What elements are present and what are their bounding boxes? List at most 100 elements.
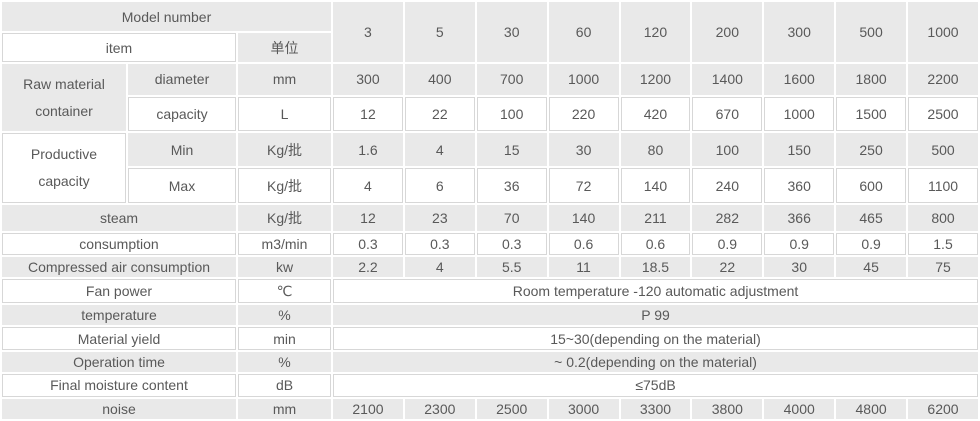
value-cell: 2300 [404,398,475,419]
value-cell: 140 [548,205,619,231]
value-cell: 18.5 [620,257,691,278]
value-cell: 4 [404,133,475,166]
value-cell: 0.3 [404,232,475,256]
unit-cell: kw [238,257,332,278]
value-cell: 70 [476,205,547,231]
value-cell: 0.9 [836,232,907,256]
value-cell: 6200 [908,398,978,419]
unit-cell: L [238,96,332,132]
model-col-header: 500 [836,2,907,62]
value-cell: 2200 [908,64,978,95]
value-cell: 670 [692,96,763,132]
value-cell: 3800 [692,398,763,419]
unit-header: 单位 [238,33,332,62]
value-cell: 800 [908,205,978,231]
value-cell: 12 [333,205,403,231]
value-cell: 4 [404,257,475,278]
model-number-header: Model number [2,2,332,31]
value-cell: 1.5 [908,232,978,256]
value-cell: 211 [620,205,691,231]
row-group-raw-material-container: Raw material container [2,64,126,132]
value-cell: 2100 [333,398,403,419]
value-cell: 282 [692,205,763,231]
value-cell: 100 [476,96,547,132]
value-cell: 150 [764,133,835,166]
model-col-header: 120 [620,2,691,62]
value-cell: 0.3 [333,232,403,256]
value-cell: 80 [620,133,691,166]
unit-cell: ℃ [238,279,332,304]
unit-cell: dB [238,374,332,397]
value-cell: 72 [548,167,619,204]
value-cell: 0.6 [548,232,619,256]
row-label-compressed-air: Compressed air consumption [2,257,236,278]
value-cell: 4000 [764,398,835,419]
model-col-header: 200 [692,2,763,62]
value-cell: 250 [836,133,907,166]
row-label-operation-time: Operation time [2,351,236,373]
value-cell: 23 [404,205,475,231]
row-label-material-yield: Material yield [2,327,236,350]
value-cell: 4 [333,167,403,204]
model-col-header: 30 [476,2,547,62]
unit-cell: % [238,305,332,326]
value-cell: 1200 [620,64,691,95]
value-cell: 1400 [692,64,763,95]
row-group-productive-capacity: Productive capacity [2,133,126,204]
value-cell: 600 [836,167,907,204]
value-cell: 1500 [836,96,907,132]
model-col-header: 5 [404,2,475,62]
row-label-noise: noise [2,398,236,419]
row-label-max: Max [128,167,236,204]
value-cell: 0.9 [692,232,763,256]
value-cell: 30 [764,257,835,278]
value-cell: 75 [908,257,978,278]
value-cell: 1.6 [333,133,403,166]
span-value-cell: Room temperature -120 automatic adjustme… [333,279,978,304]
row-label-consumption: consumption [2,232,236,256]
value-cell: 3000 [548,398,619,419]
value-cell: 30 [548,133,619,166]
value-cell: 12 [333,96,403,132]
value-cell: 4800 [836,398,907,419]
value-cell: 465 [836,205,907,231]
value-cell: 366 [764,205,835,231]
row-label-fan-power: Fan power [2,279,236,304]
span-value-cell: 15~30(depending on the material) [333,327,978,350]
value-cell: 1800 [836,64,907,95]
value-cell: 100 [692,133,763,166]
value-cell: 11 [548,257,619,278]
value-cell: 1600 [764,64,835,95]
value-cell: 500 [908,133,978,166]
value-cell: 220 [548,96,619,132]
value-cell: 45 [836,257,907,278]
unit-cell: Kg/批 [238,205,332,231]
value-cell: 400 [404,64,475,95]
value-cell: 1100 [908,167,978,204]
row-label-capacity: capacity [128,96,236,132]
value-cell: 5.5 [476,257,547,278]
value-cell: 700 [476,64,547,95]
value-cell: 2.2 [333,257,403,278]
value-cell: 140 [620,167,691,204]
value-cell: 300 [333,64,403,95]
row-label-min: Min [128,133,236,166]
unit-cell: m3/min [238,232,332,256]
model-col-header: 300 [764,2,835,62]
value-cell: 22 [692,257,763,278]
value-cell: 2500 [476,398,547,419]
value-cell: 1000 [548,64,619,95]
value-cell: 0.9 [764,232,835,256]
unit-cell: mm [238,398,332,419]
row-label-temperature: temperature [2,305,236,326]
value-cell: 360 [764,167,835,204]
item-header: item [2,33,236,62]
unit-cell: % [238,351,332,373]
value-cell: 0.3 [476,232,547,256]
value-cell: 22 [404,96,475,132]
value-cell: 420 [620,96,691,132]
row-label-steam: steam [2,205,236,231]
value-cell: 36 [476,167,547,204]
unit-cell: mm [238,64,332,95]
